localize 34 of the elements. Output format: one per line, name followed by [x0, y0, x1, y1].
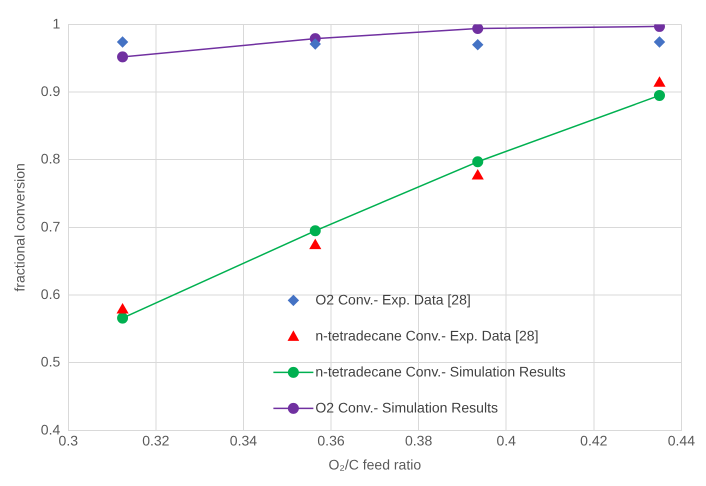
- point: [472, 156, 484, 168]
- legend-label: n-tetradecane Conv.- Exp. Data [28]: [315, 327, 538, 344]
- point: [654, 36, 665, 48]
- point: [654, 76, 666, 87]
- legend-label: O2 Conv.- Exp. Data [28]: [315, 291, 471, 308]
- x-tick-label: 0.4: [496, 432, 516, 449]
- point: [472, 24, 484, 34]
- point: [654, 90, 665, 101]
- x-tick-label: 0.32: [142, 432, 170, 449]
- legend-label: O2 Conv.- Simulation Results: [315, 399, 498, 416]
- y-tick-label: 0.6: [40, 286, 60, 302]
- x-tick-label: 0.44: [668, 432, 696, 449]
- y-tick-label: 0.9: [40, 82, 60, 99]
- x-tick-label: 0.3: [58, 432, 78, 449]
- point: [117, 51, 128, 62]
- point: [117, 36, 128, 48]
- x-tick-label: 0.36: [317, 432, 345, 449]
- point: [116, 303, 128, 314]
- x-tick-label: 0.34: [230, 432, 258, 449]
- point: [472, 169, 484, 180]
- x-tick-label: 0.42: [580, 432, 608, 449]
- y-tick-label: 0.5: [40, 354, 60, 370]
- y-tick-label: 0.7: [40, 218, 60, 234]
- y-axis-title: fractional conversion: [11, 163, 28, 292]
- x-axis-title: O₂/C feed ratio: [328, 456, 422, 472]
- x-tick-label: 0.38: [404, 432, 432, 449]
- point: [310, 225, 321, 236]
- point: [472, 39, 484, 50]
- point: [310, 239, 321, 250]
- legend-label: n-tetradecane Conv.- Simulation Results: [315, 363, 566, 380]
- y-tick-label: 1: [52, 15, 60, 32]
- y-tick-label: 0.4: [40, 421, 60, 438]
- point: [310, 38, 321, 50]
- y-tick-label: 0.8: [40, 150, 60, 167]
